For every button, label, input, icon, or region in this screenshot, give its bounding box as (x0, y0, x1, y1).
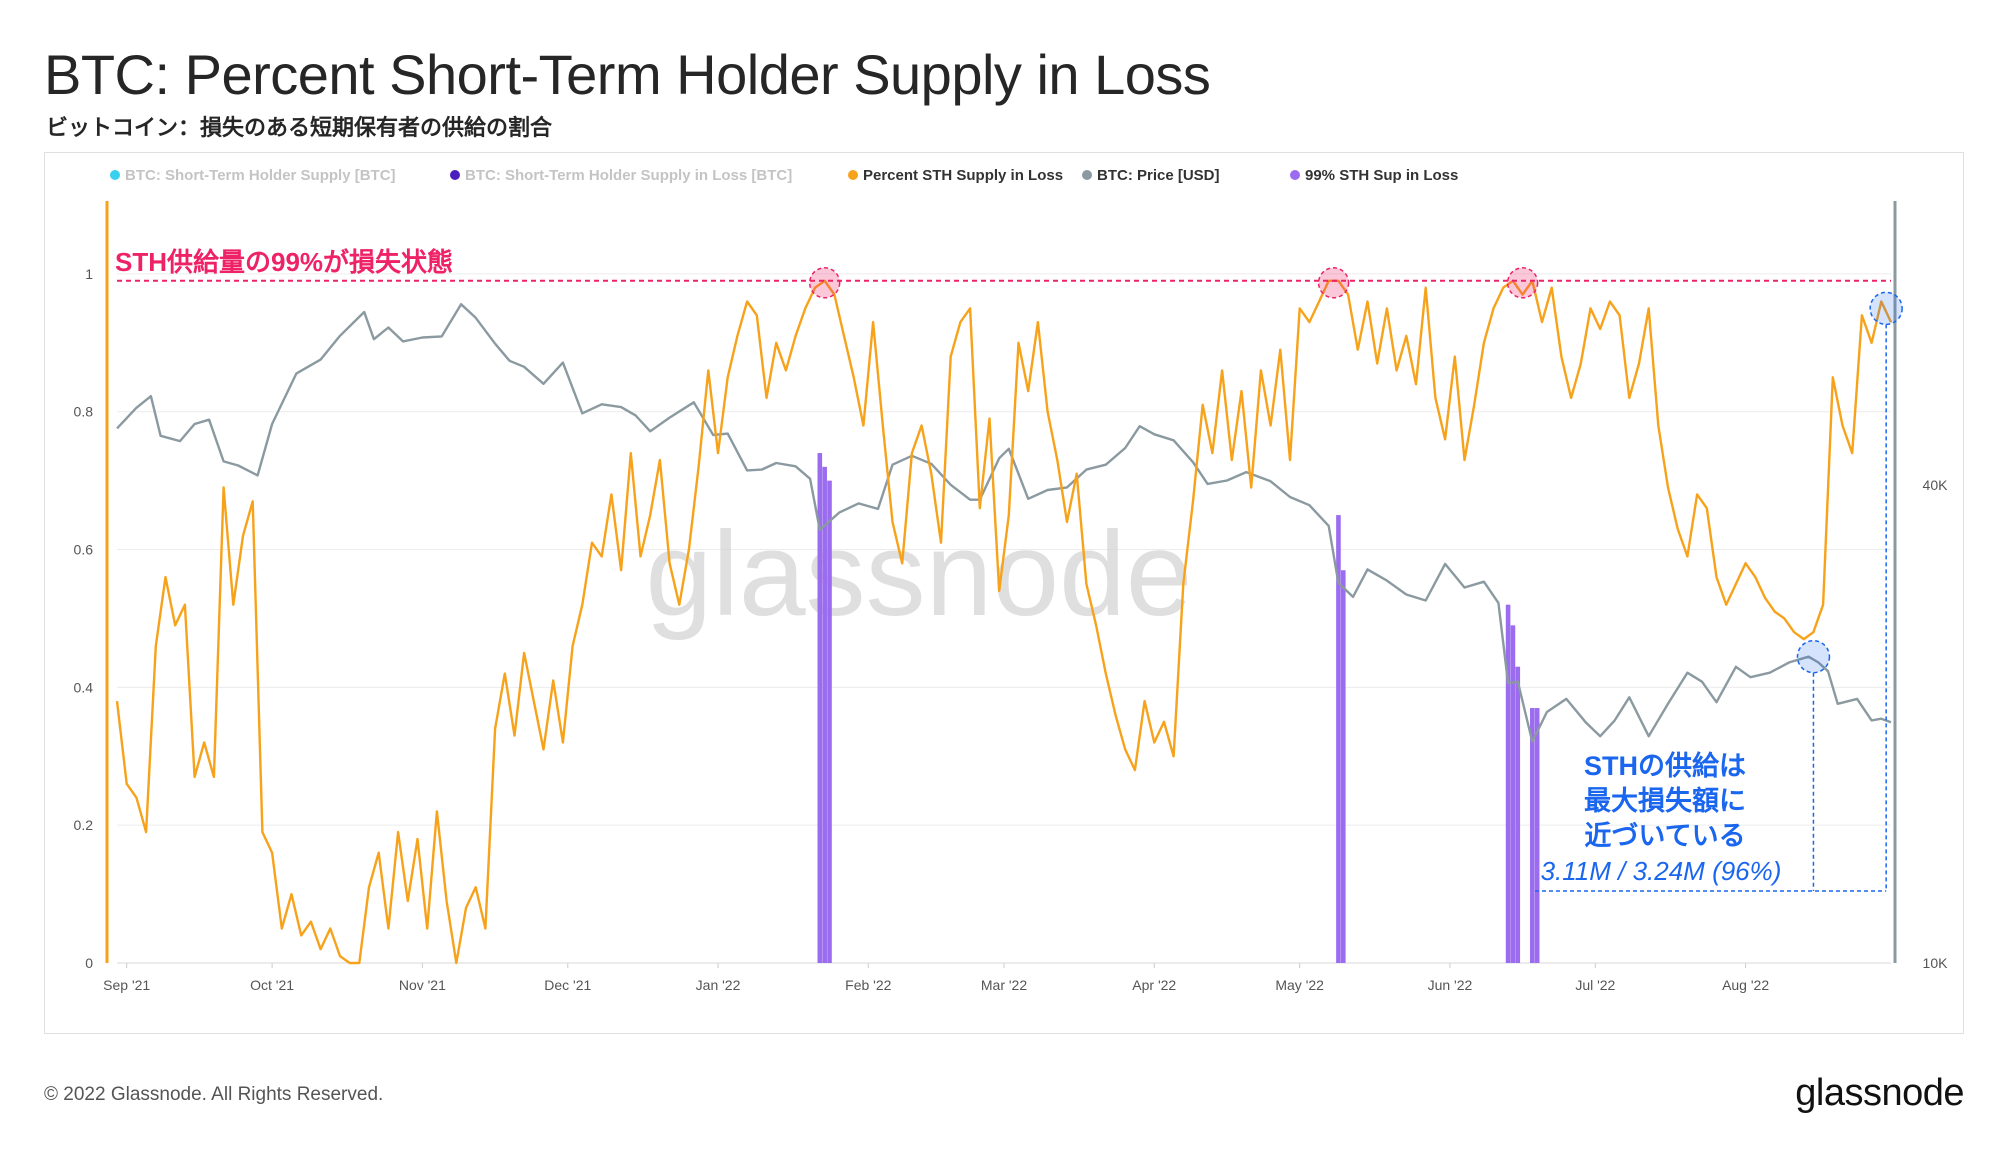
sup99-bar (827, 480, 832, 963)
chart-svg: glassnode STH供給量の99%が損失状態 STHの供給は最大損失額に近づ… (74, 167, 1949, 993)
blue-marker-percent (1869, 291, 1903, 326)
y-right-tick-label: 40K (1923, 477, 1949, 493)
x-tick-label: Sep '21 (103, 977, 150, 993)
legend-swatch (848, 170, 858, 180)
sup99-bar (1336, 515, 1341, 963)
x-tick-label: Feb '22 (845, 977, 891, 993)
x-tick-label: Nov '21 (399, 977, 446, 993)
x-tick-label: Jul '22 (1575, 977, 1615, 993)
sup99-bar (817, 453, 823, 963)
blue-annotation-line: STHの供給は (1584, 750, 1746, 781)
glassnode-logo: glassnode (1795, 1072, 1964, 1114)
x-tick-label: Dec '21 (544, 977, 591, 993)
blue-annotation-line: 近づいている (1584, 821, 1745, 851)
x-tick-label: Jun '22 (1428, 977, 1473, 993)
legend-swatch (450, 170, 460, 180)
series-line-price (116, 303, 1892, 743)
blue-marker-price (1796, 639, 1831, 674)
watermark: glassnode (645, 507, 1192, 641)
page-title: BTC: Percent Short-Term Holder Supply in… (44, 43, 1211, 106)
legend-swatch (110, 170, 120, 180)
red-peak-marker (1317, 267, 1350, 299)
axes (105, 201, 1897, 968)
legend-item[interactable]: BTC: Price [USD] (1097, 167, 1220, 184)
sup99-bar (1534, 708, 1540, 963)
copyright-text: © 2022 Glassnode. All Rights Reserved. (44, 1084, 384, 1105)
sup99-bar (822, 466, 827, 963)
sup99-bar (1340, 570, 1346, 963)
x-tick-label: Mar '22 (981, 977, 1027, 993)
tick-labels: 0 0.2 0.4 0.6 0.8 1 10K 40K Sep '21 Oct '21 Nov '2… (74, 266, 1949, 993)
legend-swatch (1290, 170, 1300, 180)
y-left-tick-label: 0.4 (74, 679, 94, 695)
legend: BTC: Short-Term Holder Supply [BTC] BTC: … (110, 167, 1458, 184)
red-peak-marker (808, 267, 841, 299)
y-left-tick-label: 1 (85, 266, 93, 282)
x-tick-label: Aug '22 (1722, 977, 1769, 993)
y-left-tick-label: 0.8 (74, 404, 94, 420)
legend-swatch (1082, 170, 1092, 180)
legend-item[interactable]: 99% STH Sup in Loss (1305, 167, 1458, 184)
x-tick-label: Apr '22 (1132, 977, 1176, 993)
blue-annotation-value: 3.11M / 3.24M (96%) (1541, 856, 1782, 886)
y-left-tick-label: 0.6 (74, 542, 94, 558)
sup99-bar (1515, 666, 1521, 963)
x-tick-label: May '22 (1275, 977, 1324, 993)
chart-panel: glassnode STH供給量の99%が損失状態 STHの供給は 最大損失額に 近づ… (44, 152, 1964, 1034)
legend-item[interactable]: BTC: Short-Term Holder Supply in Loss [B… (465, 167, 792, 184)
y-left-tick-label: 0.2 (74, 817, 94, 833)
sup99-bar (1505, 604, 1511, 963)
legend-item[interactable]: BTC: Short-Term Holder Supply [BTC] (125, 167, 396, 184)
sup99-bars (817, 453, 1540, 963)
sup99-bar (1510, 625, 1516, 963)
blue-annotation-line: 最大損失額に (1584, 786, 1746, 816)
series-line-percent-sth (115, 279, 1893, 965)
y-left-tick-label: 0 (85, 955, 93, 971)
sup99-bar (1530, 708, 1535, 963)
legend-item[interactable]: Percent STH Supply in Loss (863, 167, 1063, 184)
series-lines (115, 279, 1893, 965)
x-tick-label: Oct '21 (250, 977, 294, 993)
y-right-tick-label: 10K (1923, 955, 1949, 971)
page-subtitle: ビットコイン：損失のある短期保有者の供給の割合 (46, 115, 553, 140)
red-threshold-label: STH供給量の99%が損失状態 (115, 247, 453, 277)
x-tick-label: Jan '22 (696, 977, 741, 993)
red-peak-marker (1506, 267, 1539, 299)
